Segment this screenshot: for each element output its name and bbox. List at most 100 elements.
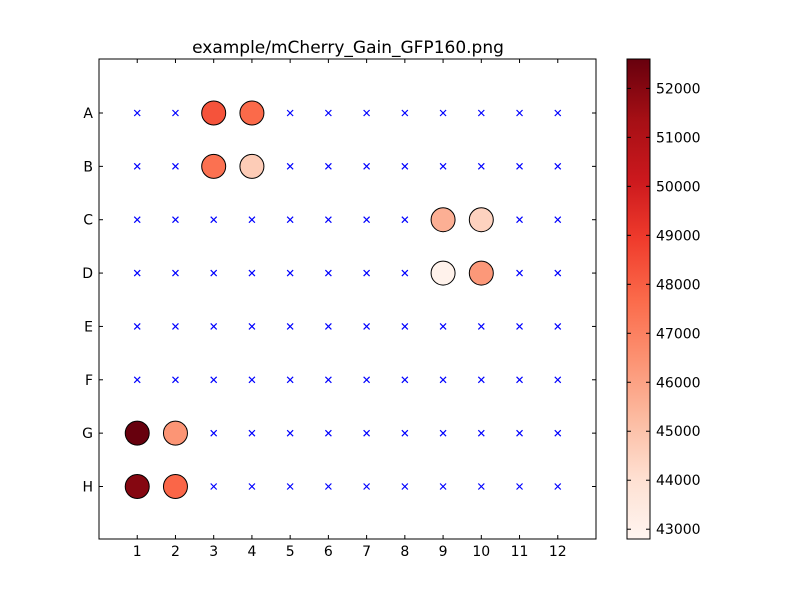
marker-stroke xyxy=(439,483,447,490)
marker-stroke xyxy=(401,109,409,117)
colorbar-tick-label: 48000 xyxy=(656,277,701,293)
marker-stroke xyxy=(172,109,179,117)
empty-well-marker xyxy=(439,429,447,437)
marker-stroke xyxy=(248,376,256,384)
x-tick-label: 9 xyxy=(439,544,448,560)
empty-well-marker xyxy=(363,376,371,384)
marker-stroke xyxy=(477,376,485,384)
x-tick-label: 6 xyxy=(324,544,333,560)
empty-well-marker xyxy=(324,376,332,384)
empty-well-marker xyxy=(324,109,332,117)
empty-well-marker xyxy=(554,429,562,437)
marker-stroke xyxy=(554,109,562,117)
empty-well-marker xyxy=(248,376,256,384)
marker-stroke xyxy=(516,216,523,224)
marker-stroke xyxy=(477,109,485,117)
empty-well-marker xyxy=(286,429,294,437)
marker-stroke xyxy=(286,162,294,170)
marker-stroke xyxy=(477,429,485,437)
chart-title: example/mCherry_Gain_GFP160.png xyxy=(192,38,504,58)
empty-well-marker xyxy=(401,483,409,490)
marker-stroke xyxy=(324,376,332,384)
empty-well-marker xyxy=(516,429,523,437)
empty-well-marker xyxy=(210,269,218,277)
marker-stroke xyxy=(286,269,294,277)
marker-stroke xyxy=(172,269,179,277)
x-tick-label: 12 xyxy=(549,544,567,560)
x-tick-label: 5 xyxy=(286,544,295,560)
empty-well-marker xyxy=(210,483,218,490)
well-circle xyxy=(124,474,150,499)
marker-stroke xyxy=(210,376,218,384)
x-tick-label: 7 xyxy=(362,544,371,560)
empty-well-marker xyxy=(554,323,562,330)
y-tick-label: E xyxy=(84,319,93,335)
x-tick-label: 1 xyxy=(133,544,142,560)
empty-well-marker xyxy=(439,376,447,384)
marker-stroke xyxy=(439,323,447,330)
empty-well-marker xyxy=(172,269,179,277)
empty-well-marker xyxy=(554,162,562,170)
marker-stroke xyxy=(286,376,294,384)
marker-stroke xyxy=(324,323,332,330)
marker-stroke xyxy=(401,376,409,384)
y-tick-label: D xyxy=(82,266,93,282)
empty-well-marker xyxy=(172,216,179,224)
empty-well-marker xyxy=(133,269,141,277)
empty-well-marker xyxy=(554,109,562,117)
marker-stroke xyxy=(363,162,371,170)
empty-well-marker xyxy=(248,323,256,330)
marker-stroke xyxy=(210,216,218,224)
marker-stroke xyxy=(324,429,332,437)
well-circle xyxy=(239,153,265,179)
empty-well-marker xyxy=(363,483,371,490)
empty-well-marker xyxy=(363,323,371,330)
marker-stroke xyxy=(401,216,409,224)
marker-stroke xyxy=(439,376,447,384)
marker-stroke xyxy=(363,323,371,330)
well-circle xyxy=(124,420,150,446)
marker-stroke xyxy=(248,323,256,330)
colorbar-tick-label: 52000 xyxy=(656,81,701,97)
empty-well-marker xyxy=(248,269,256,277)
y-tick-label: F xyxy=(85,373,93,389)
marker-stroke xyxy=(286,483,294,490)
empty-well-marker xyxy=(477,429,485,437)
plot-frame xyxy=(98,58,597,540)
marker-stroke xyxy=(286,429,294,437)
marker-stroke xyxy=(324,483,332,490)
marker-stroke xyxy=(516,376,523,384)
marker-stroke xyxy=(477,162,485,170)
marker-stroke xyxy=(554,376,562,384)
empty-well-marker xyxy=(477,483,485,490)
empty-well-marker xyxy=(210,216,218,224)
marker-stroke xyxy=(363,109,371,117)
empty-well-marker xyxy=(516,323,523,330)
x-tick-label: 8 xyxy=(400,544,409,560)
empty-well-marker xyxy=(286,269,294,277)
marker-stroke xyxy=(286,323,294,330)
empty-well-marker xyxy=(363,109,371,117)
empty-well-marker xyxy=(516,109,523,117)
colorbar-tick-label: 49000 xyxy=(656,228,701,244)
empty-well-marker xyxy=(401,162,409,170)
empty-well-marker xyxy=(248,483,256,490)
empty-well-marker xyxy=(363,162,371,170)
empty-well-marker xyxy=(401,376,409,384)
marker-stroke xyxy=(248,483,256,490)
empty-well-marker xyxy=(554,483,562,490)
well-circle xyxy=(201,153,227,179)
marker-stroke xyxy=(248,429,256,437)
colorbar-tick-label: 46000 xyxy=(656,375,701,391)
empty-well-marker xyxy=(401,269,409,277)
marker-stroke xyxy=(554,269,562,277)
colorbar-tick-label: 44000 xyxy=(656,473,701,489)
empty-well-marker xyxy=(210,429,218,437)
empty-well-marker xyxy=(324,216,332,224)
marker-stroke xyxy=(477,323,485,330)
empty-well-marker xyxy=(210,323,218,330)
empty-well-marker xyxy=(477,323,485,330)
y-tick-label: A xyxy=(83,106,93,122)
well-circle xyxy=(162,474,188,499)
